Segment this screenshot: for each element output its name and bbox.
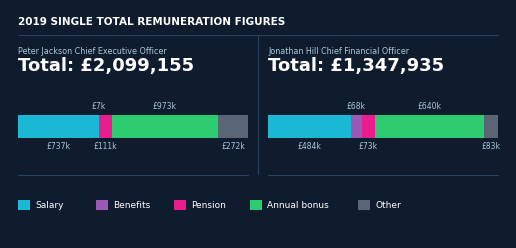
Bar xyxy=(18,200,30,210)
Bar xyxy=(268,115,350,138)
Text: Peter Jackson Chief Executive Officer: Peter Jackson Chief Executive Officer xyxy=(18,47,167,56)
Text: Total: £2,099,155: Total: £2,099,155 xyxy=(18,57,194,75)
Text: 2019 SINGLE TOTAL REMUNERATION FIGURES: 2019 SINGLE TOTAL REMUNERATION FIGURES xyxy=(18,17,285,27)
Text: £640k: £640k xyxy=(417,102,441,111)
Text: Total: £1,347,935: Total: £1,347,935 xyxy=(268,57,444,75)
Bar xyxy=(99,115,100,138)
Bar xyxy=(350,115,362,138)
Bar xyxy=(484,115,498,138)
Text: £973k: £973k xyxy=(153,102,177,111)
Text: Pension: Pension xyxy=(191,200,226,210)
Bar xyxy=(100,115,111,138)
Bar xyxy=(250,200,262,210)
Bar xyxy=(18,115,99,138)
Bar xyxy=(174,200,186,210)
Text: £7k: £7k xyxy=(92,102,106,111)
Bar xyxy=(111,115,218,138)
Text: Salary: Salary xyxy=(35,200,63,210)
Text: £111k: £111k xyxy=(94,142,117,151)
Text: Annual bonus: Annual bonus xyxy=(267,200,329,210)
Bar xyxy=(218,115,248,138)
Text: Benefits: Benefits xyxy=(113,200,150,210)
Text: £737k: £737k xyxy=(46,142,70,151)
Bar xyxy=(358,200,370,210)
Text: £272k: £272k xyxy=(221,142,245,151)
Text: £83k: £83k xyxy=(481,142,501,151)
Bar xyxy=(362,115,375,138)
Text: £484k: £484k xyxy=(297,142,321,151)
Text: £68k: £68k xyxy=(347,102,366,111)
Bar xyxy=(375,115,484,138)
Text: £73k: £73k xyxy=(359,142,378,151)
Bar xyxy=(96,200,108,210)
Text: Other: Other xyxy=(375,200,401,210)
Text: Jonathan Hill Chief Financial Officer: Jonathan Hill Chief Financial Officer xyxy=(268,47,409,56)
